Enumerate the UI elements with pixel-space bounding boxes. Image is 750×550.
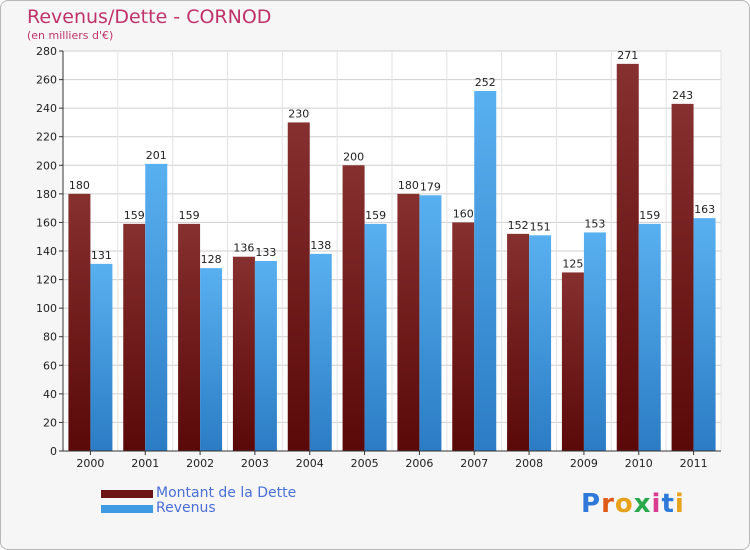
logo-letter: i	[651, 489, 662, 519]
bar-revenus	[529, 235, 552, 451]
x-tick-label: 2010	[625, 457, 653, 470]
x-tick-label: 2002	[186, 457, 214, 470]
x-tick-label: 2006	[405, 457, 433, 470]
bar-dette	[287, 122, 310, 451]
y-tick-label: 180	[36, 188, 57, 201]
legend-swatch-revenus	[101, 505, 153, 513]
y-tick-label: 60	[43, 359, 57, 372]
x-tick-label: 2011	[680, 457, 708, 470]
bar-revenus	[474, 91, 497, 451]
y-tick-label: 260	[36, 74, 57, 87]
data-label: 230	[288, 107, 309, 120]
x-tick-label: 2001	[131, 457, 159, 470]
data-label: 180	[69, 179, 90, 192]
y-tick-label: 120	[36, 274, 57, 287]
bar-dette	[452, 222, 475, 451]
y-tick-label: 40	[43, 388, 57, 401]
chart-title: Revenus/Dette - CORNOD	[27, 6, 272, 28]
bar-dette	[397, 193, 420, 451]
data-label: 252	[475, 76, 496, 89]
data-label: 125	[562, 257, 583, 270]
bar-dette	[616, 63, 639, 451]
logo-letter: P	[581, 489, 602, 519]
bar-dette	[342, 165, 365, 452]
chart-subtitle: (en milliers d'€)	[27, 29, 114, 42]
bar-revenus	[200, 268, 223, 451]
bar-dette	[123, 223, 146, 451]
data-label: 271	[617, 49, 638, 62]
data-label: 159	[124, 209, 145, 222]
y-tick-label: 280	[36, 45, 57, 58]
data-label: 136	[233, 242, 254, 255]
logo-letter: r	[601, 489, 615, 519]
bar-revenus	[254, 261, 277, 451]
data-label: 138	[310, 239, 331, 252]
data-label: 243	[672, 89, 693, 102]
bar-revenus	[364, 223, 387, 451]
data-label: 151	[530, 220, 551, 233]
bar-revenus	[638, 223, 661, 451]
bar-dette	[561, 272, 584, 451]
legend-swatch-debt	[101, 490, 153, 498]
data-label: 131	[91, 249, 112, 262]
data-label: 200	[343, 150, 364, 163]
logo-letter: i	[674, 489, 685, 519]
bar-dette	[507, 233, 530, 451]
data-label: 201	[146, 149, 167, 162]
y-tick-label: 200	[36, 159, 57, 172]
data-label: 133	[255, 246, 276, 259]
x-tick-label: 2004	[296, 457, 324, 470]
data-label: 152	[508, 219, 529, 232]
y-tick-label: 100	[36, 302, 57, 315]
data-label: 153	[584, 217, 605, 230]
legend-label-revenus: Revenus	[156, 500, 216, 516]
y-tick-label: 140	[36, 245, 57, 258]
x-tick-label: 2000	[76, 457, 104, 470]
data-label: 128	[201, 253, 222, 266]
x-tick-label: 2003	[241, 457, 269, 470]
bar-revenus	[419, 195, 442, 451]
bar-revenus	[145, 163, 168, 451]
data-label: 159	[365, 209, 386, 222]
data-label: 159	[179, 209, 200, 222]
y-tick-label: 240	[36, 102, 57, 115]
legend-label-debt: Montant de la Dette	[156, 485, 297, 501]
logo-letter: t	[661, 489, 675, 519]
y-tick-label: 80	[43, 331, 57, 344]
x-tick-label: 2005	[351, 457, 379, 470]
logo-letter: o	[614, 489, 634, 519]
data-label: 180	[398, 179, 419, 192]
data-label: 179	[420, 180, 441, 193]
data-label: 159	[639, 209, 660, 222]
bar-revenus	[583, 232, 606, 451]
bar-revenus	[90, 263, 113, 451]
y-tick-label: 160	[36, 216, 57, 229]
data-label: 163	[694, 203, 715, 216]
bar-dette	[671, 103, 694, 451]
x-tick-label: 2008	[515, 457, 543, 470]
x-tick-label: 2007	[460, 457, 488, 470]
bar-dette	[232, 256, 255, 451]
y-tick-label: 20	[43, 416, 57, 429]
data-label: 160	[453, 207, 474, 220]
logo-letter: x	[633, 489, 652, 519]
y-tick-label: 220	[36, 131, 57, 144]
bar-dette	[68, 193, 91, 451]
x-tick-label: 2009	[570, 457, 598, 470]
proxiti-logo: Proxiti	[581, 489, 685, 519]
bar-revenus	[309, 253, 332, 451]
bar-dette	[178, 223, 201, 451]
bar-revenus	[693, 218, 716, 451]
y-tick-label: 0	[50, 445, 57, 458]
